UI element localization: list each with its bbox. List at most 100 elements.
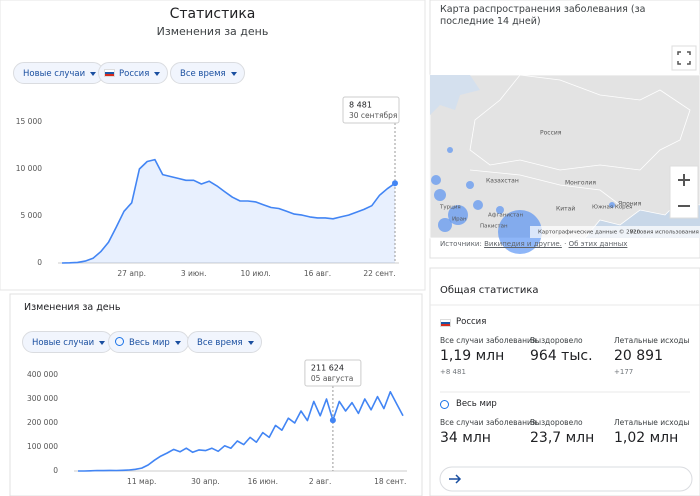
fullscreen-icon xyxy=(677,51,691,65)
stat-value: 964 тыс. xyxy=(530,348,593,364)
area xyxy=(62,159,395,263)
region-name: Россия xyxy=(456,317,487,327)
x-tick-label: 18 сент. xyxy=(374,477,406,486)
y-tick-label: 400 000 xyxy=(27,370,58,379)
filter-chip[interactable]: Новые случаи xyxy=(22,331,114,353)
arrow-icon xyxy=(449,474,462,484)
map-water xyxy=(430,75,480,115)
flag-icon xyxy=(440,319,451,327)
stat-label: Все случаи заболевания xyxy=(440,336,537,345)
stats-panel-bg xyxy=(0,0,426,291)
y-tick-label: 200 000 xyxy=(27,418,58,427)
map-label: Афганистан xyxy=(488,213,523,219)
zoom-in[interactable] xyxy=(678,174,690,186)
map-sources: Источники: Википедия и другие. · Об этих… xyxy=(440,240,628,248)
x-tick-label: 27 апр. xyxy=(117,269,146,278)
filter-chip[interactable]: Все время xyxy=(170,62,245,84)
filter-chip[interactable]: Россия xyxy=(98,62,169,84)
stat-label: Летальные исходы xyxy=(614,418,690,427)
point xyxy=(392,180,398,187)
x-tick-label: 11 мар. xyxy=(127,477,156,486)
title: Статистика xyxy=(169,6,256,22)
overview-panel-bg xyxy=(429,267,700,496)
stat-label: Выздоровело xyxy=(530,336,583,345)
map-bubble xyxy=(447,147,453,153)
tooltip-value: 8 481 xyxy=(349,101,372,110)
stat-value: 1,19 млн xyxy=(440,348,505,364)
map-label: Казахстан xyxy=(486,178,519,185)
map-bubble xyxy=(466,181,474,189)
stat-value: 34 млн xyxy=(440,430,491,446)
tooltip xyxy=(304,359,362,387)
map-bubble xyxy=(498,210,542,254)
fullscreen-button[interactable] xyxy=(671,45,697,71)
globe-icon xyxy=(115,337,124,346)
y-tick-label: 100 000 xyxy=(27,442,58,451)
stat-value: 20 891 xyxy=(614,348,663,364)
tooltip-date: 30 сентября xyxy=(349,111,397,120)
map-label: Турция xyxy=(439,205,461,211)
map: Россия Казахстан Монголия Китай Южная Ко… xyxy=(429,45,700,254)
map-bubble xyxy=(431,175,441,185)
y-tick-label: 10 000 xyxy=(16,164,42,173)
map-land xyxy=(429,74,700,239)
map-bubble xyxy=(609,202,615,208)
y-tick-label: 0 xyxy=(37,258,42,267)
stat-label: Все случаи заболевания xyxy=(440,418,537,427)
map-label: Россия xyxy=(540,130,562,137)
filter-chip[interactable]: Весь мир xyxy=(108,331,189,353)
sources-link[interactable]: Википедия и другие. xyxy=(484,240,562,248)
map-label: Япония xyxy=(618,201,642,208)
x-tick-label: 2 авг. xyxy=(309,477,332,486)
sources-prefix: Источники: xyxy=(440,240,482,248)
x-tick-label: 10 июл. xyxy=(240,269,270,278)
zoom-control xyxy=(669,165,699,219)
tooltip-value: 211 624 xyxy=(311,364,344,373)
x-tick-label: 3 июн. xyxy=(181,269,207,278)
daily-panel-bg xyxy=(9,293,423,496)
map-attribution-bg xyxy=(530,226,700,238)
y-tick-label: 0 xyxy=(53,466,58,475)
stat-value: 1,02 млн xyxy=(614,430,679,446)
tooltip-date: 05 августа xyxy=(311,374,353,383)
map-border xyxy=(469,74,691,171)
x-tick-label: 30 апр. xyxy=(191,477,220,486)
about-link[interactable]: Об этих данных xyxy=(568,240,628,248)
map-bubble xyxy=(438,218,452,232)
map-bubble xyxy=(496,206,504,214)
stat-label: Выздоровело xyxy=(530,418,583,427)
subtitle: Изменения за день xyxy=(156,25,269,38)
line xyxy=(78,391,404,472)
map-border xyxy=(469,169,621,206)
flag-icon xyxy=(104,69,115,77)
globe-icon xyxy=(440,400,449,409)
chip-text: Весь мир xyxy=(129,338,170,348)
map-label: Монголия xyxy=(565,180,596,187)
stat-value: 23,7 млн xyxy=(530,430,595,446)
map-bubble xyxy=(448,205,468,225)
stat-delta: +8 481 xyxy=(440,368,466,376)
x-tick-label: 16 июн. xyxy=(248,477,278,486)
y-tick-label: 300 000 xyxy=(27,394,58,403)
map-label: Южная Корея xyxy=(592,205,632,211)
y-tick-label: 15 000 xyxy=(16,117,42,126)
filter-chip[interactable]: Новые случаи xyxy=(13,62,105,84)
region-name: Весь мир xyxy=(456,399,497,409)
map-terms[interactable]: Условия использования xyxy=(630,230,699,236)
x-tick-label: 16 авг. xyxy=(304,269,331,278)
map-bubble xyxy=(473,200,483,210)
line xyxy=(61,158,396,264)
x-tick-label: 22 сент. xyxy=(363,269,395,278)
more-button[interactable] xyxy=(439,466,693,492)
filter-chip[interactable]: Все время xyxy=(187,331,262,353)
tooltip xyxy=(342,96,400,124)
map-title: Карта распространения заболевания (за по… xyxy=(440,4,646,27)
stat-label: Летальные исходы xyxy=(614,336,690,345)
stat-delta: +177 xyxy=(614,368,634,376)
map-attribution: Картографические данные © 2020 xyxy=(538,229,641,236)
point xyxy=(329,417,336,424)
map-label: Иран xyxy=(452,217,467,223)
map-label: Пакистан xyxy=(480,224,508,230)
